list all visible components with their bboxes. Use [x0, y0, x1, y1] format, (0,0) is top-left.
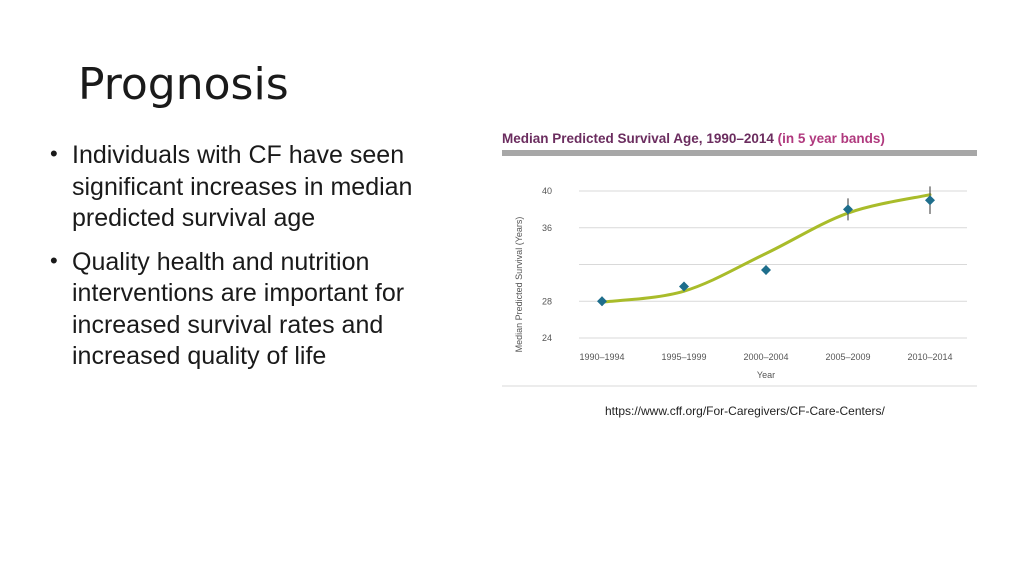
y-tick-label: 40 — [542, 186, 552, 196]
data-point — [761, 265, 771, 276]
bullet-point-icon: • — [50, 247, 58, 273]
survival-chart: Median Predicted Survival Age, 1990–2014… — [502, 128, 977, 390]
data-point — [597, 296, 607, 307]
bullet-item: • Quality health and nutrition intervent… — [50, 247, 460, 373]
y-tick-label: 24 — [542, 333, 552, 343]
x-axis-label: Year — [757, 370, 775, 380]
bullet-text: Individuals with CF have seen significan… — [72, 141, 413, 232]
data-point — [679, 281, 689, 292]
bullet-list: • Individuals with CF have seen signific… — [50, 140, 460, 385]
title-underline-bar — [502, 150, 977, 156]
y-axis-label: Median Predicted Survival (Years) — [514, 217, 524, 353]
x-tick-label: 2000–2004 — [743, 352, 788, 362]
data-point — [925, 195, 935, 206]
x-tick-label: 2010–2014 — [907, 352, 952, 362]
x-tick-label: 1995–1999 — [661, 352, 706, 362]
slide-title: Prognosis — [78, 59, 289, 110]
bullet-point-icon: • — [50, 141, 58, 166]
chart-svg: Median Predicted Survival Age, 1990–2014… — [502, 131, 977, 387]
bullet-item: • Individuals with CF have seen signific… — [50, 140, 460, 235]
chart-title: Median Predicted Survival Age, 1990–2014… — [502, 131, 885, 146]
x-tick-label: 2005–2009 — [825, 352, 870, 362]
trend-line — [600, 193, 932, 304]
data-point — [843, 204, 853, 215]
chart-title-text: Median Predicted Survival Age, 1990–2014 — [502, 131, 778, 146]
source-link[interactable]: https://www.cff.org/For-Caregivers/CF-Ca… — [605, 404, 885, 418]
y-tick-label: 28 — [542, 296, 552, 306]
chart-subtitle: (in 5 year bands) — [778, 131, 885, 146]
y-tick-label: 36 — [542, 223, 552, 233]
bullet-text: Quality health and nutrition interventio… — [72, 247, 405, 371]
x-tick-label: 1990–1994 — [579, 352, 624, 362]
